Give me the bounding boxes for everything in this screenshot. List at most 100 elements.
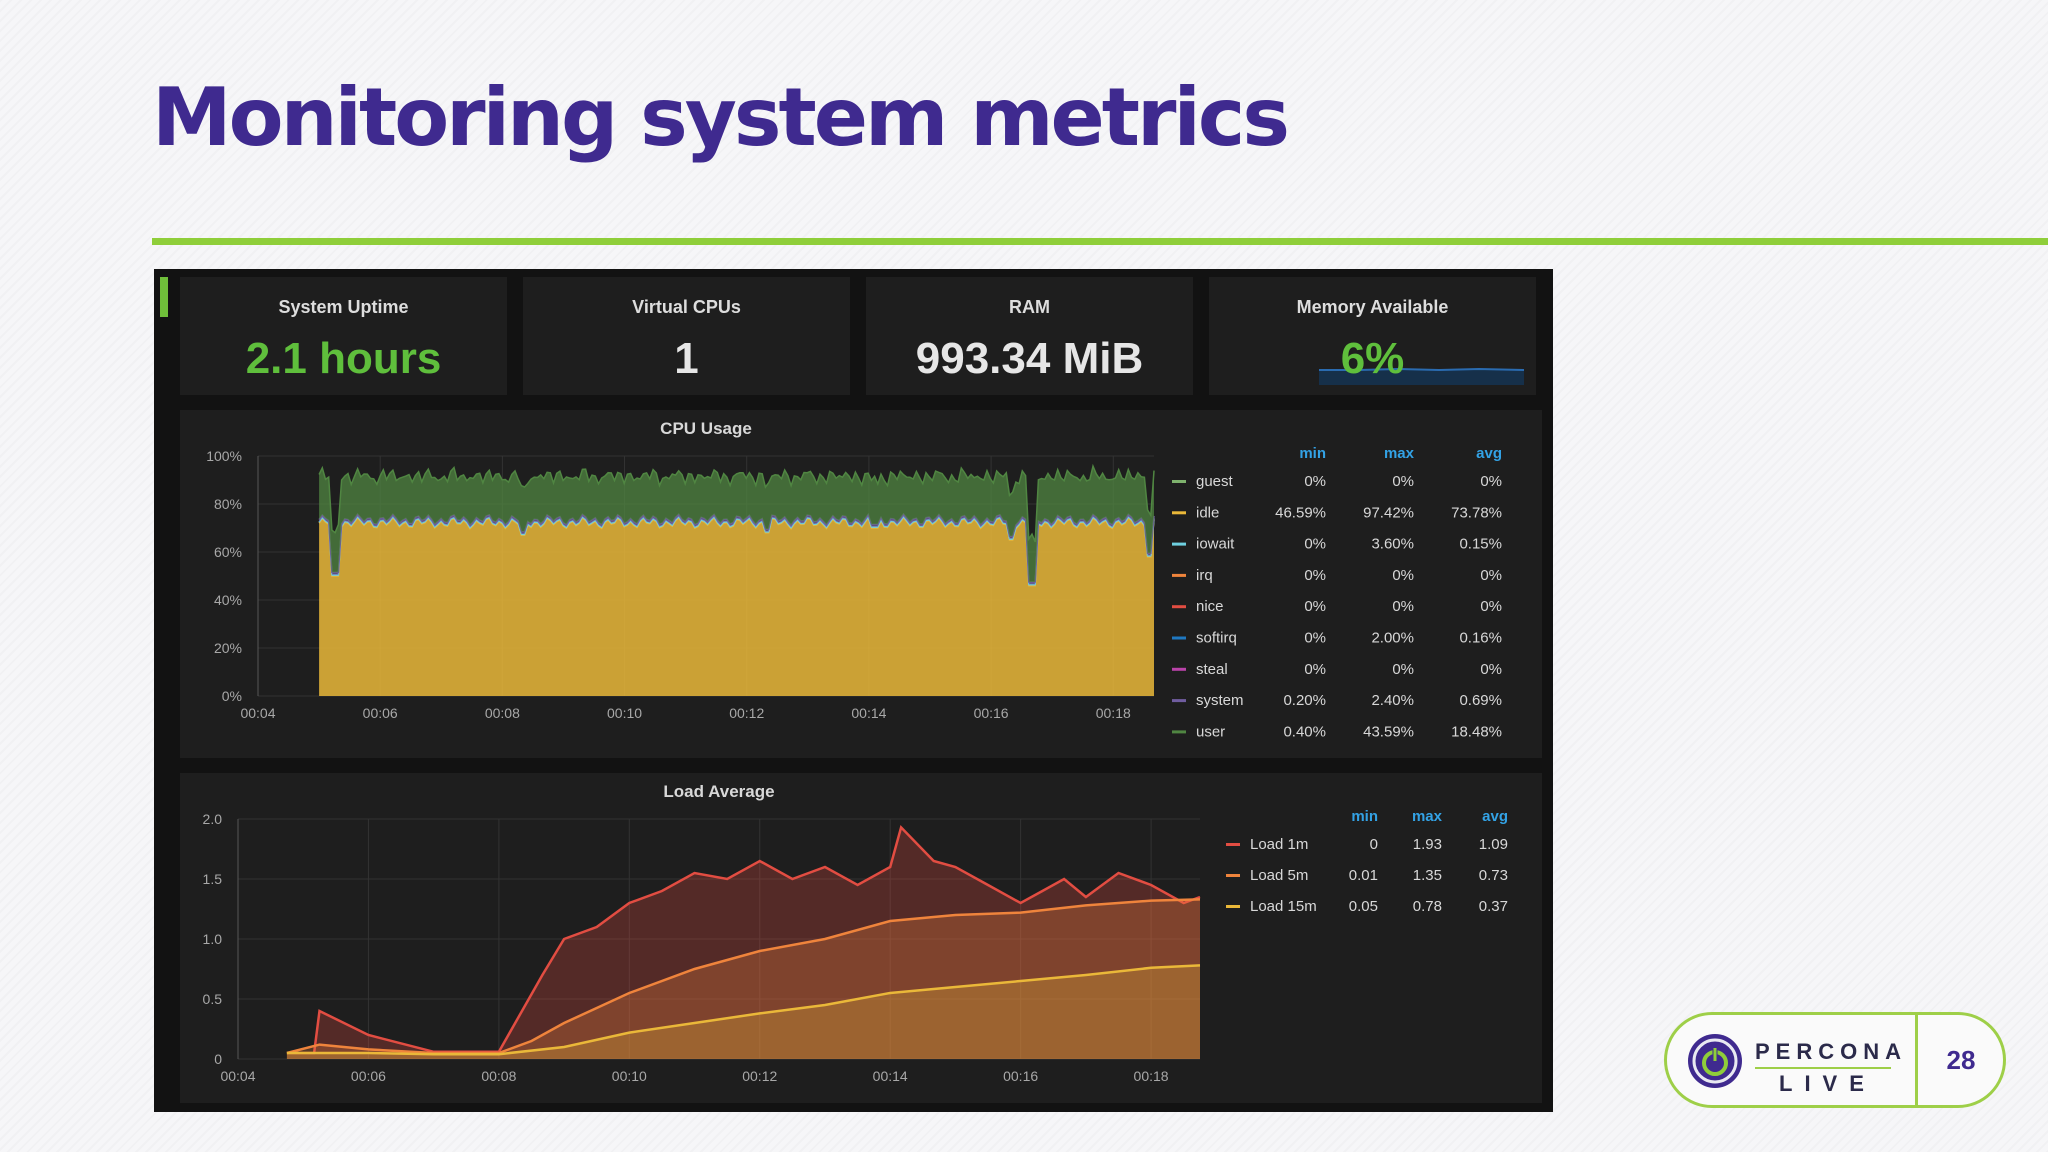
line-load-5m — [286, 898, 1201, 1055]
percona-power-logo-icon — [1688, 1034, 1742, 1088]
legend-value-min: 0% — [1304, 567, 1326, 584]
legend-value-min: 0% — [1304, 598, 1326, 615]
legend-value-min: 0.05 — [1349, 898, 1378, 915]
legend-item-irq[interactable]: irq 0% 0% 0% — [1172, 567, 1502, 584]
legend-value-max: 1.35 — [1413, 867, 1442, 884]
legend-item-load-1m[interactable]: Load 1m 0 1.93 1.09 — [1226, 836, 1508, 853]
legend-value-max: 0% — [1392, 661, 1414, 678]
legend-series-name: system — [1196, 692, 1244, 709]
legend-header-max: max — [1412, 808, 1443, 825]
legend-item-load-15m[interactable]: Load 15m 0.05 0.78 0.37 — [1226, 898, 1508, 915]
x-tick-label: 00:14 — [873, 1068, 908, 1084]
legend-value-avg: 0.15% — [1459, 536, 1502, 553]
legend-item-nice[interactable]: nice 0% 0% 0% — [1172, 598, 1502, 615]
line-load-15m — [286, 964, 1201, 1056]
stat-label: Virtual CPUs — [632, 297, 741, 317]
area-load-5m — [286, 899, 1200, 1059]
legend-header-max: max — [1384, 445, 1415, 462]
legend-value-min: 0.20% — [1283, 692, 1326, 709]
area-idle — [319, 517, 1155, 696]
x-tick-label: 00:04 — [240, 705, 275, 721]
legend-swatch — [1172, 605, 1186, 609]
title-divider — [152, 238, 2048, 245]
legend-value-max: 0% — [1392, 598, 1414, 615]
legend-value-min: 0% — [1304, 473, 1326, 490]
stat-value: 6% — [1340, 334, 1405, 383]
legend-value-min: 0% — [1304, 536, 1326, 553]
legend-header-avg: avg — [1476, 445, 1502, 462]
legend-item-user[interactable]: user 0.40% 43.59% 18.48% — [1172, 723, 1502, 740]
legend-value-min: 46.59% — [1275, 504, 1326, 521]
line-user — [318, 463, 1155, 543]
badge-divider — [1915, 1015, 1918, 1105]
legend-item-softirq[interactable]: softirq 0% 2.00% 0.16% — [1172, 630, 1502, 647]
legend-value-avg: 18.48% — [1451, 723, 1502, 740]
brand-line — [1755, 1067, 1891, 1069]
stat-panel-memory-available[interactable]: Memory Available 6% — [1209, 277, 1536, 395]
stat-label: System Uptime — [278, 297, 409, 317]
legend-value-min: 0.40% — [1283, 723, 1326, 740]
legend-item-system[interactable]: system 0.20% 2.40% 0.69% — [1172, 692, 1502, 709]
row-marker — [160, 277, 168, 317]
stat-panel-system-uptime[interactable]: System Uptime 2.1 hours — [180, 277, 507, 395]
area-load-1m — [286, 827, 1200, 1059]
x-tick-label: 00:16 — [974, 705, 1009, 721]
x-tick-label: 00:08 — [481, 1068, 516, 1084]
legend-value-avg: 73.78% — [1451, 504, 1502, 521]
stat-value: 993.34 MiB — [915, 334, 1144, 383]
legend-value-min: 0 — [1370, 836, 1378, 853]
legend-value-min: 0.01 — [1349, 867, 1378, 884]
legend-series-name: softirq — [1196, 630, 1237, 647]
stat-label: RAM — [1009, 297, 1050, 317]
x-tick-label: 00:18 — [1096, 705, 1131, 721]
legend-item-steal[interactable]: steal 0% 0% 0% — [1172, 661, 1502, 678]
y-tick-label: 40% — [214, 592, 242, 608]
stat-panel-ram[interactable]: RAM 993.34 MiB — [866, 277, 1193, 395]
legend-swatch — [1172, 730, 1186, 734]
chart-title: CPU Usage — [660, 419, 752, 438]
legend-swatch — [1226, 843, 1240, 846]
line-system — [318, 512, 1155, 583]
x-tick-label: 00:18 — [1134, 1068, 1169, 1084]
area-user — [319, 466, 1155, 582]
x-tick-label: 00:16 — [1003, 1068, 1038, 1084]
memory-sparkline — [1319, 367, 1524, 385]
brand-name-top: PERCONA — [1755, 1039, 1908, 1064]
x-tick-label: 00:14 — [851, 705, 886, 721]
legend-series-name: user — [1196, 723, 1225, 740]
stat-panel-virtual-cpus[interactable]: Virtual CPUs 1 — [523, 277, 850, 395]
legend-series-name: Load 15m — [1250, 898, 1317, 915]
legend-value-avg: 0.69% — [1459, 692, 1502, 709]
legend-item-load-5m[interactable]: Load 5m 0.01 1.35 0.73 — [1226, 867, 1508, 884]
legend-value-max: 0% — [1392, 473, 1414, 490]
y-tick-label: 0% — [222, 688, 242, 704]
legend-value-max: 2.00% — [1371, 630, 1414, 647]
x-tick-label: 00:08 — [485, 705, 520, 721]
x-tick-label: 00:10 — [607, 705, 642, 721]
x-tick-label: 00:12 — [742, 1068, 777, 1084]
legend-series-name: steal — [1196, 661, 1228, 678]
legend-series-name: irq — [1196, 567, 1213, 584]
legend-item-guest[interactable]: guest 0% 0% 0% — [1172, 473, 1502, 490]
legend-swatch — [1226, 874, 1240, 877]
chart-title: Load Average — [663, 782, 774, 801]
legend-item-iowait[interactable]: iowait 0% 3.60% 0.15% — [1172, 536, 1502, 553]
legend-item-idle[interactable]: idle 46.59% 97.42% 73.78% — [1172, 504, 1502, 521]
legend-value-min: 0% — [1304, 630, 1326, 647]
dashboard-screenshot: System Uptime 2.1 hours Virtual CPUs 1 R… — [154, 269, 1553, 1112]
legend-value-avg: 0% — [1480, 598, 1502, 615]
x-tick-label: 00:10 — [612, 1068, 647, 1084]
legend-value-max: 0% — [1392, 567, 1414, 584]
legend-value-avg: 1.09 — [1479, 836, 1508, 853]
legend-value-avg: 0.37 — [1479, 898, 1508, 915]
x-tick-label: 00:06 — [363, 705, 398, 721]
legend-series-name: guest — [1196, 473, 1234, 490]
legend-header-min: min — [1299, 445, 1326, 462]
legend-swatch — [1172, 480, 1186, 483]
load-average-panel[interactable]: Load Average 0 0.5 1.0 1.5 2.0 00:04 00:06 00:08… — [180, 773, 1542, 1103]
legend-value-max: 0.78 — [1413, 898, 1442, 915]
brand-name-bottom: LIVE — [1779, 1071, 1876, 1096]
x-tick-label: 00:06 — [351, 1068, 386, 1084]
y-tick-label: 1.0 — [203, 931, 223, 947]
cpu-usage-panel[interactable]: CPU Usage 0% 20% 40% 60% 80% 100% 00:04 00:06 00:… — [180, 410, 1542, 758]
